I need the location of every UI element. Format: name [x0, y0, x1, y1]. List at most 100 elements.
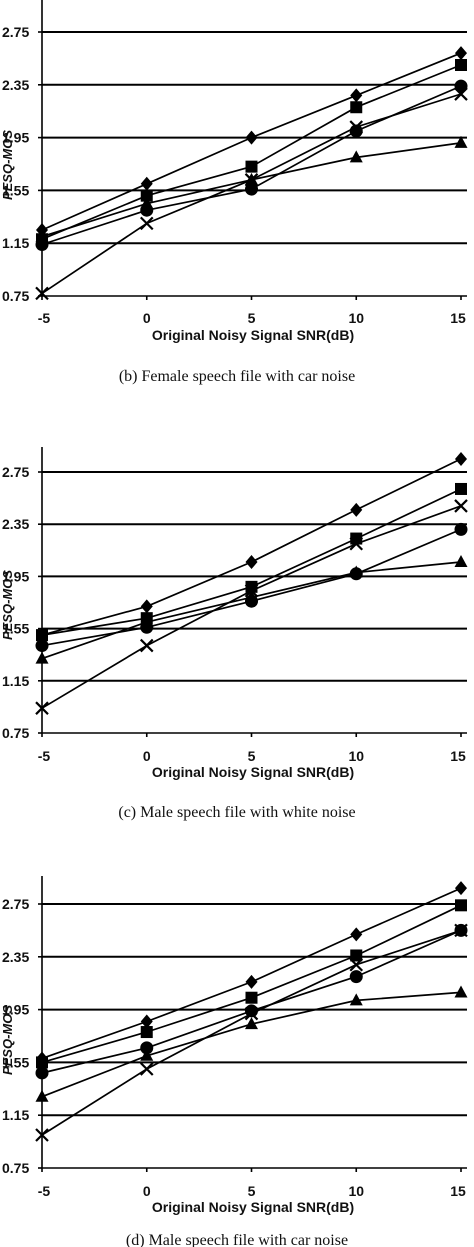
- data-point-circle: [140, 1041, 154, 1055]
- x-tick-label: 15: [450, 748, 466, 764]
- series-square: [36, 482, 467, 642]
- data-point-square: [455, 899, 467, 912]
- data-point-diamond: [140, 1014, 153, 1029]
- data-point-cross: [244, 1006, 259, 1021]
- data-point-cross: [139, 1062, 154, 1076]
- series-diamond: [36, 46, 467, 237]
- series-cross: [35, 499, 468, 715]
- chart-panel-1: 0.75 1.15 1.55 1.95 2.35 2.75 -5 0 5 10 15 Original…: [0, 0, 468, 385]
- data-point-circle: [349, 970, 363, 984]
- data-point-triangle: [35, 229, 49, 242]
- data-point-square: [140, 1026, 153, 1039]
- data-point-circle: [35, 639, 49, 653]
- y-tick-label: 0.75: [2, 288, 29, 304]
- y-tick-label: 2.75: [2, 896, 29, 912]
- x-axis-label: Original Noisy Signal SNR(dB): [152, 1199, 354, 1215]
- figure-caption: (d) Male speech file with car noise: [126, 1232, 348, 1247]
- data-point-diamond: [455, 451, 467, 466]
- data-point-triangle: [349, 150, 363, 163]
- data-point-triangle: [454, 135, 468, 148]
- data-point-triangle: [349, 565, 363, 578]
- data-point-diamond: [350, 502, 363, 517]
- data-point-triangle: [454, 555, 468, 568]
- data-point-triangle: [140, 196, 154, 209]
- series-cross: [35, 87, 468, 301]
- x-tick-label: 10: [348, 310, 364, 326]
- data-point-square: [455, 59, 467, 71]
- data-point-diamond: [140, 176, 153, 191]
- x-tick-label: 10: [348, 748, 364, 764]
- data-point-cross: [244, 173, 259, 187]
- y-tick-label: 2.35: [2, 516, 29, 532]
- data-point-triangle: [140, 1048, 154, 1061]
- x-tick-label: 15: [450, 1183, 466, 1199]
- x-tick-label: -5: [38, 748, 51, 764]
- chart-panel-2: 0.75 1.15 1.55 1.95 2.35 2.75 -5 0 5 10 15 Original…: [0, 447, 468, 821]
- data-point-cross: [35, 701, 49, 715]
- data-point-circle: [35, 1066, 49, 1080]
- y-tick-label: 0.75: [2, 725, 29, 741]
- series-diamond: [36, 881, 467, 1066]
- y-tick-label: 1.55: [2, 621, 29, 637]
- data-point-square: [245, 991, 258, 1004]
- data-point-triangle: [454, 985, 468, 998]
- data-point-cross: [454, 923, 468, 938]
- data-point-cross: [349, 120, 364, 134]
- y-tick-label: 1.55: [2, 1054, 29, 1070]
- y-tick-label: 2.75: [2, 24, 29, 40]
- x-tick-label: 0: [143, 748, 151, 764]
- data-point-cross: [349, 957, 364, 972]
- data-point-diamond: [140, 599, 153, 614]
- series-diamond: [36, 451, 467, 643]
- data-point-cross: [349, 536, 364, 551]
- x-tick-label: 0: [143, 1183, 151, 1199]
- data-point-cross: [244, 583, 259, 598]
- x-tick-label: 5: [248, 748, 256, 764]
- data-point-square: [140, 189, 153, 202]
- series-line-cross: [41, 929, 462, 1136]
- data-point-square: [350, 949, 363, 962]
- series-triangle: [35, 555, 468, 664]
- y-tick-label: 1.55: [2, 182, 29, 198]
- data-point-cross: [35, 1128, 49, 1142]
- x-tick-label: -5: [38, 310, 51, 326]
- data-point-square: [455, 482, 467, 495]
- x-axis-label: Original Noisy Signal SNR(dB): [152, 327, 354, 343]
- series-line-diamond: [41, 458, 462, 636]
- data-point-triangle: [140, 615, 154, 628]
- x-tick-label: 5: [248, 310, 256, 326]
- data-point-diamond: [455, 46, 467, 61]
- x-tick-label: -5: [38, 1183, 51, 1199]
- data-point-circle: [245, 1004, 258, 1018]
- data-point-cross: [454, 87, 468, 101]
- data-point-triangle: [245, 590, 258, 603]
- figure-caption: (b) Female speech file with car noise: [119, 368, 355, 385]
- data-point-diamond: [245, 555, 258, 570]
- series-cross: [35, 923, 468, 1142]
- data-point-cross: [454, 499, 468, 513]
- data-point-square: [36, 629, 48, 642]
- y-tick-label: 1.95: [2, 130, 29, 146]
- data-point-cross: [139, 216, 154, 231]
- y-axis-label: PESQ-MOS: [0, 1005, 15, 1075]
- y-tick-label: 2.35: [2, 949, 29, 965]
- y-tick-label: 1.95: [2, 1002, 29, 1018]
- data-point-triangle: [245, 1017, 258, 1030]
- x-tick-label: 10: [348, 1183, 364, 1199]
- y-axis-label: PESQ-MOS: [0, 570, 15, 640]
- y-tick-label: 1.15: [2, 1107, 29, 1123]
- data-point-diamond: [245, 130, 258, 145]
- data-point-square: [36, 1056, 48, 1069]
- data-point-square: [245, 160, 258, 173]
- chart-panel-3: 0.75 1.15 1.55 1.95 2.35 2.75 -5 0 5 10 15 Original…: [0, 876, 468, 1247]
- x-axis-label: Original Noisy Signal SNR(dB): [152, 764, 354, 780]
- series-square: [36, 899, 467, 1069]
- data-point-circle: [454, 522, 468, 536]
- y-tick-label: 2.75: [2, 464, 29, 480]
- data-point-cross: [35, 286, 49, 301]
- x-tick-label: 0: [143, 310, 151, 326]
- y-tick-label: 0.75: [2, 1160, 29, 1176]
- y-tick-label: 2.35: [2, 77, 29, 93]
- data-point-diamond: [455, 881, 467, 896]
